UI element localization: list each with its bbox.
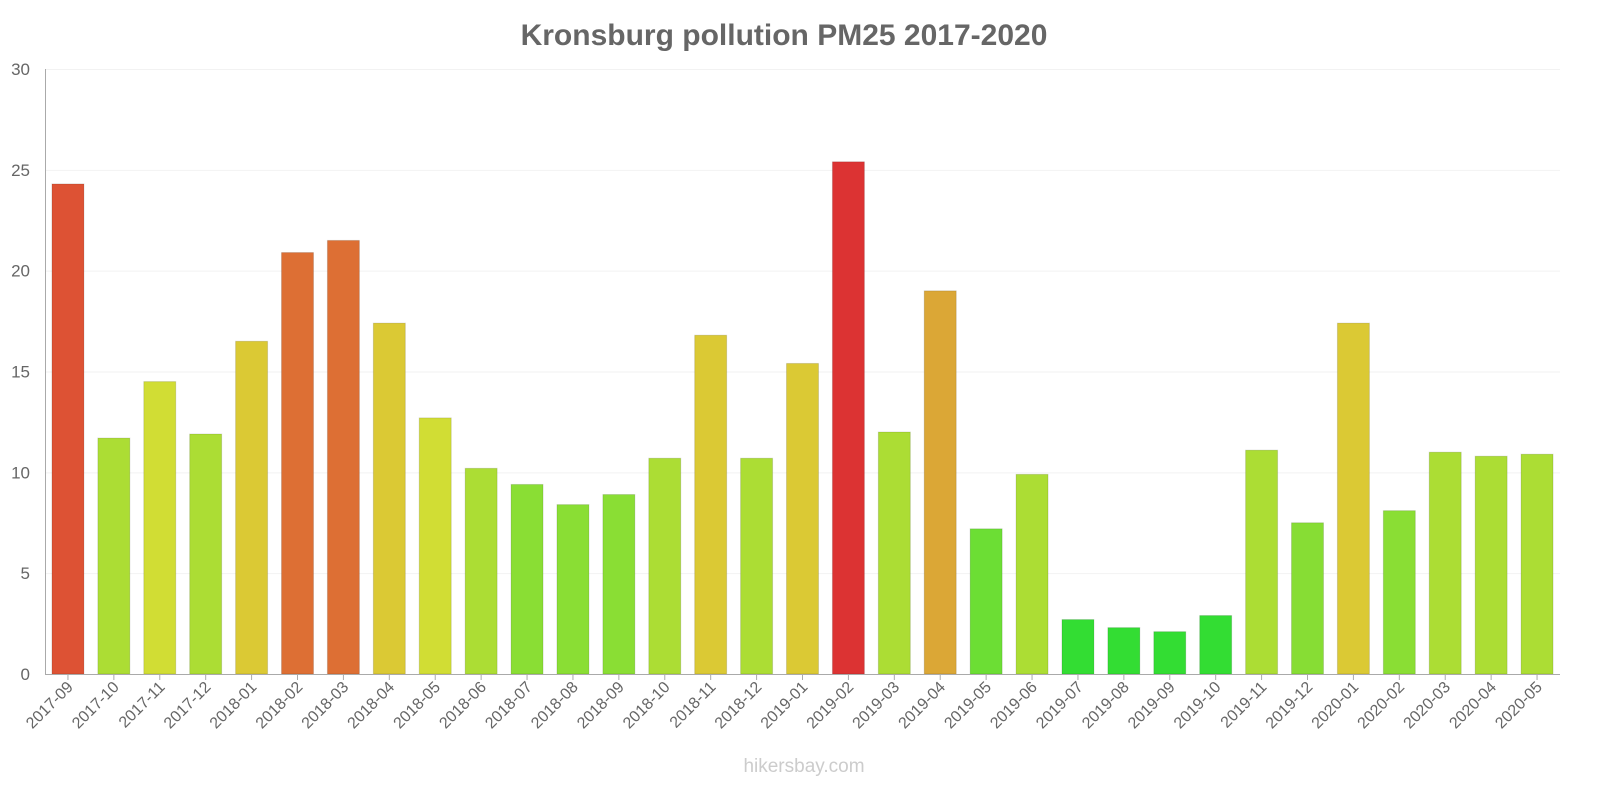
y-tick-label: 5: [21, 564, 30, 583]
bar-2017-11: [143, 381, 177, 675]
y-tick-label: 15: [11, 363, 30, 382]
bar-2020-05: [1520, 453, 1554, 675]
x-tick-label: 2020-04: [1446, 679, 1500, 733]
x-tick-label: 2019-06: [987, 679, 1041, 733]
chart-title: Kronsburg pollution PM25 2017-2020: [521, 19, 1048, 52]
x-tick-label: 2018-10: [620, 679, 674, 733]
bar-2018-11: [694, 334, 728, 675]
bar-2020-01: [1336, 322, 1370, 675]
x-tick-label: 2018-04: [345, 679, 399, 733]
x-tick-label: 2019-05: [941, 679, 995, 733]
bar-2018-06: [464, 467, 498, 675]
x-tick-label: 2018-02: [253, 679, 307, 733]
x-tick-label: 2020-03: [1401, 679, 1455, 733]
x-tick-label: 2020-05: [1492, 679, 1546, 733]
bar-2019-01: [786, 362, 819, 675]
bar-2019-03: [877, 431, 911, 675]
bar-2017-12: [189, 433, 223, 675]
y-tick-label: 25: [11, 161, 30, 180]
x-tick-label: 2017-09: [23, 679, 77, 733]
bar-2019-05: [969, 528, 1003, 675]
bar-2019-07: [1061, 619, 1095, 675]
x-tick-label: 2020-02: [1355, 679, 1409, 733]
x-tick-label: 2019-12: [1263, 679, 1317, 733]
x-tick-label: 2019-10: [1171, 679, 1225, 733]
x-tick-label: 2018-05: [391, 679, 445, 733]
bar-2017-10: [97, 437, 131, 675]
bar-2018-09: [602, 494, 636, 675]
bar-2019-02: [831, 161, 865, 675]
x-tick-label: 2019-08: [1079, 679, 1133, 733]
x-tick-label: 2018-03: [299, 679, 353, 733]
x-tick-label: 2018-07: [482, 679, 536, 733]
bar-2018-12: [740, 457, 774, 675]
x-tick-label: 2018-01: [207, 679, 261, 733]
x-tick-label: 2018-09: [574, 679, 628, 733]
bar-2019-09: [1153, 631, 1187, 675]
bar-2020-02: [1382, 510, 1416, 675]
y-tick-label: 10: [11, 463, 30, 482]
x-tick-label: 2018-08: [528, 679, 582, 733]
x-tick-label: 2019-04: [896, 679, 950, 733]
bar-2019-11: [1245, 449, 1279, 675]
bar-2019-08: [1107, 627, 1141, 675]
x-tick-label: 2019-01: [758, 679, 812, 733]
x-tick-label: 2019-07: [1033, 679, 1087, 733]
bar-2018-05: [418, 417, 452, 675]
x-tick-label: 2019-09: [1125, 679, 1179, 733]
bar-2018-02: [281, 252, 314, 675]
bar-2020-03: [1428, 451, 1462, 675]
bar-2018-08: [556, 504, 590, 675]
bar-2019-10: [1199, 615, 1233, 675]
x-tick-label: 2017-11: [116, 679, 169, 732]
x-tick-label: 2018-06: [436, 679, 490, 733]
watermark: hikersbay.com: [743, 756, 864, 777]
bar-2018-03: [326, 239, 360, 675]
bar-2019-06: [1015, 473, 1049, 675]
x-tick-label: 2020-01: [1309, 679, 1363, 733]
x-tick-label: 2019-03: [850, 679, 904, 733]
y-tick-label: 30: [11, 60, 30, 79]
bar-2018-07: [510, 483, 544, 675]
bar-2018-01: [235, 340, 269, 675]
bar-2018-10: [648, 457, 682, 675]
x-tick-label: 2018-12: [712, 679, 766, 733]
x-tick-label: 2017-12: [161, 679, 215, 733]
y-tick-label: 0: [21, 665, 30, 684]
y-tick-label: 20: [11, 262, 30, 281]
bar-2018-04: [372, 322, 406, 675]
x-tick-label: 2019-11: [1218, 679, 1271, 732]
x-tick-label: 2017-10: [69, 679, 123, 733]
bar-2019-12: [1291, 522, 1324, 675]
x-tick-label: 2018-11: [667, 679, 720, 732]
bar-2017-09: [51, 183, 85, 675]
bar-2020-04: [1474, 455, 1508, 675]
x-tick-label: 2019-02: [804, 679, 858, 733]
bar-2019-04: [923, 290, 957, 675]
